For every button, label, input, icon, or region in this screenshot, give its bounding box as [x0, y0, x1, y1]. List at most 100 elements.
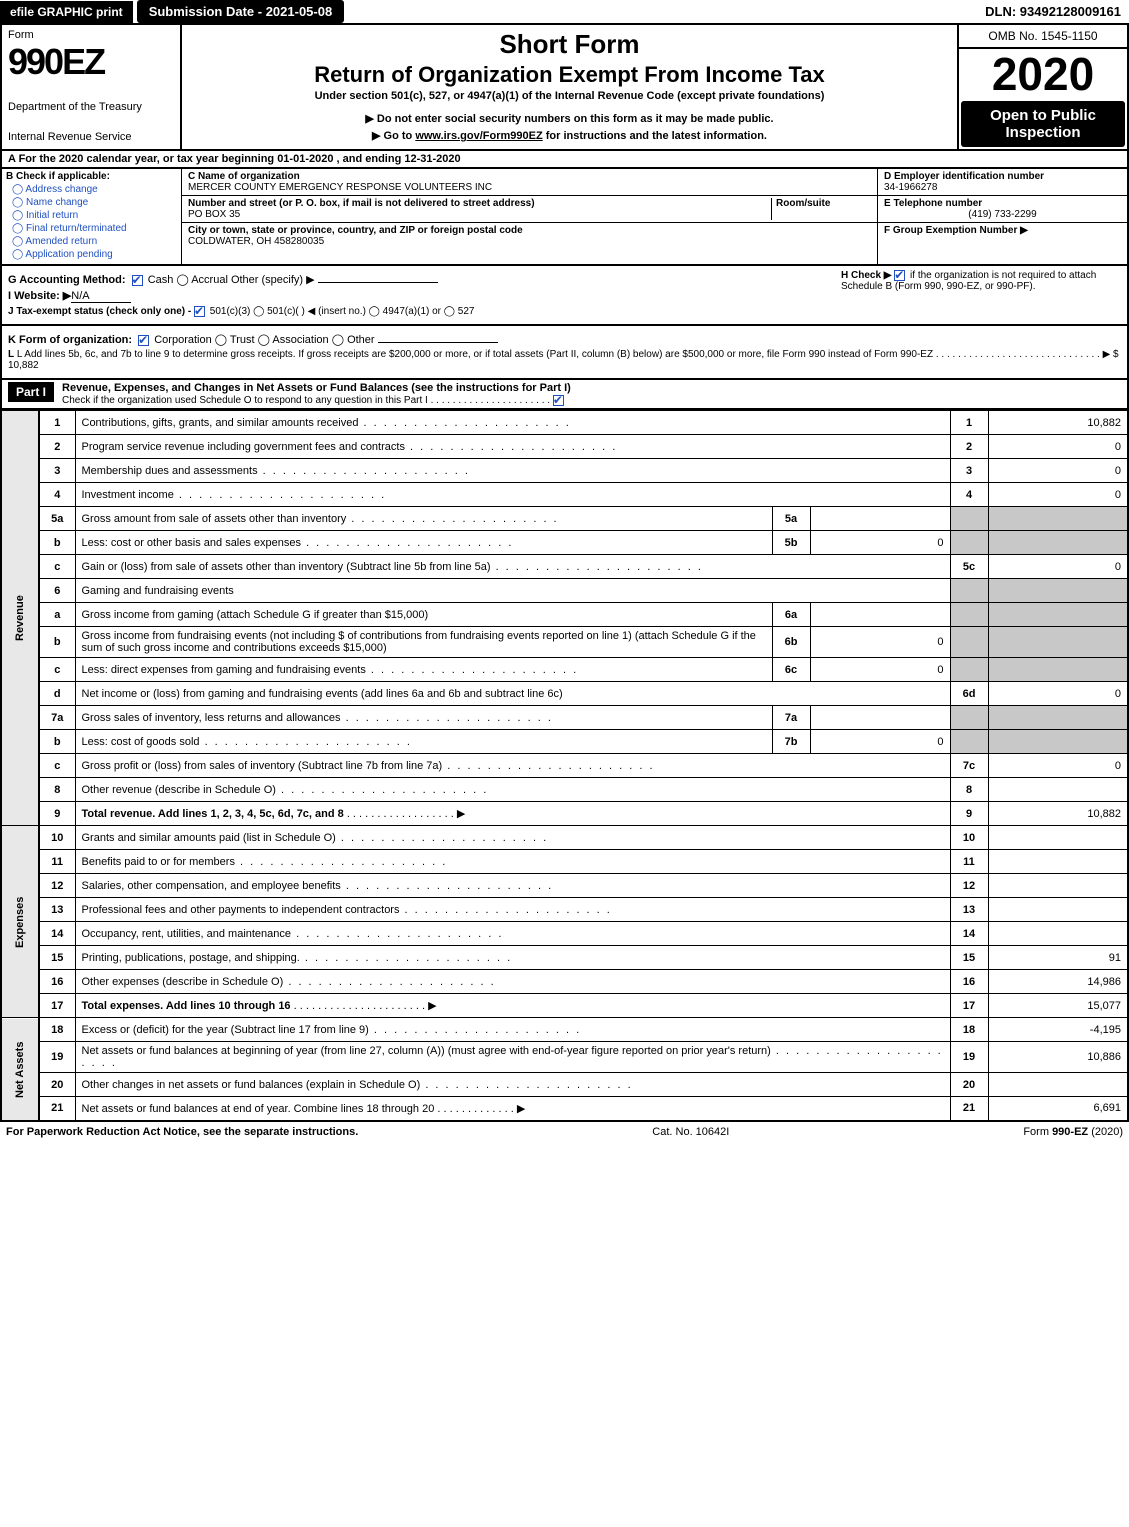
line-21: 21Net assets or fund balances at end of … [1, 1097, 1128, 1121]
form-header: Form 990EZ Department of the Treasury In… [0, 25, 1129, 151]
irs-link[interactable]: www.irs.gov/Form990EZ [415, 130, 542, 142]
website-val: N/A [71, 290, 131, 303]
link-pre: ▶ Go to [372, 130, 415, 142]
top-bar: efile GRAPHIC print Submission Date - 20… [0, 0, 1129, 25]
line-20: 20Other changes in net assets or fund ba… [1, 1073, 1128, 1097]
line-6d: dNet income or (loss) from gaming and fu… [1, 682, 1128, 706]
line-5b: bLess: cost or other basis and sales exp… [1, 531, 1128, 555]
h-check: H Check ▶ if the organization is not req… [841, 270, 1121, 292]
col-b: B Check if applicable: ◯ Address change … [2, 169, 182, 264]
org-city: COLDWATER, OH 458280035 [188, 236, 324, 247]
line-16: 16Other expenses (describe in Schedule O… [1, 970, 1128, 994]
efile-print-button[interactable]: efile GRAPHIC print [0, 1, 133, 23]
subtitle: Under section 501(c), 527, or 4947(a)(1)… [188, 90, 951, 102]
footer-cat: Cat. No. 10642I [652, 1126, 729, 1138]
line-1: Revenue 1Contributions, gifts, grants, a… [1, 411, 1128, 435]
line-5c: cGain or (loss) from sale of assets othe… [1, 555, 1128, 579]
side-revenue: Revenue [1, 411, 39, 826]
j-501c3-checkbox[interactable] [194, 306, 205, 317]
k-form-org: K Form of organization: Corporation ◯ Tr… [8, 333, 1121, 346]
chk-address-change[interactable]: ◯ Address change [12, 184, 177, 195]
line-9: 9Total revenue. Add lines 1, 2, 3, 4, 5c… [1, 802, 1128, 826]
chk-application-pending[interactable]: ◯ Application pending [12, 249, 177, 260]
section-kl: K Form of organization: Corporation ◯ Tr… [0, 326, 1129, 380]
k-corp-checkbox[interactable] [138, 335, 149, 346]
dln: DLN: 93492128009161 [977, 0, 1129, 23]
c-city-lbl: City or town, state or province, country… [188, 225, 523, 236]
ein: 34-1966278 [884, 182, 937, 193]
line-13: 13Professional fees and other payments t… [1, 898, 1128, 922]
c-addr-lbl: Number and street (or P. O. box, if mail… [188, 198, 535, 209]
line-2: 2Program service revenue including gover… [1, 435, 1128, 459]
section-bcdef: B Check if applicable: ◯ Address change … [0, 169, 1129, 266]
org-address: PO BOX 35 [188, 209, 240, 220]
line-19: 19Net assets or fund balances at beginni… [1, 1042, 1128, 1073]
line-15: 15Printing, publications, postage, and s… [1, 946, 1128, 970]
line-7a: 7aGross sales of inventory, less returns… [1, 706, 1128, 730]
main-title: Return of Organization Exempt From Incom… [188, 62, 951, 88]
chk-amended-return[interactable]: ◯ Amended return [12, 236, 177, 247]
g-cash-checkbox[interactable] [132, 275, 143, 286]
j-tax-status: J Tax-exempt status (check only one) - 5… [8, 306, 1121, 317]
line-14: 14Occupancy, rent, utilities, and mainte… [1, 922, 1128, 946]
line-4: 4Investment income40 [1, 483, 1128, 507]
chk-initial-return[interactable]: ◯ Initial return [12, 210, 177, 221]
short-form-title: Short Form [188, 29, 951, 60]
chk-final-return[interactable]: ◯ Final return/terminated [12, 223, 177, 234]
line-7c: cGross profit or (loss) from sales of in… [1, 754, 1128, 778]
line-6: 6Gaming and fundraising events [1, 579, 1128, 603]
line-17: 17Total expenses. Add lines 10 through 1… [1, 994, 1128, 1018]
side-expenses: Expenses [1, 826, 39, 1018]
line-12: 12Salaries, other compensation, and empl… [1, 874, 1128, 898]
row-a-tax-year: A For the 2020 calendar year, or tax yea… [0, 151, 1129, 169]
e-phone-lbl: E Telephone number [884, 198, 982, 209]
part1-header: Part I Revenue, Expenses, and Changes in… [0, 380, 1129, 410]
footer: For Paperwork Reduction Act Notice, see … [0, 1122, 1129, 1142]
line-10: Expenses 10Grants and similar amounts pa… [1, 826, 1128, 850]
col-c: C Name of organization MERCER COUNTY EME… [182, 169, 877, 264]
part1-title: Revenue, Expenses, and Changes in Net As… [62, 382, 571, 394]
header-left: Form 990EZ Department of the Treasury In… [2, 25, 182, 149]
form-number: 990EZ [8, 41, 174, 83]
dept-treasury: Department of the Treasury [8, 101, 174, 113]
tax-year: 2020 [959, 49, 1127, 99]
ssn-note: ▶ Do not enter social security numbers o… [188, 112, 951, 125]
h-checkbox[interactable] [894, 270, 905, 281]
b-label: B Check if applicable: [6, 171, 177, 182]
part1-check-line: Check if the organization used Schedule … [62, 395, 566, 406]
main-table: Revenue 1Contributions, gifts, grants, a… [0, 410, 1129, 1122]
section-ghijkl: H Check ▶ if the organization is not req… [0, 266, 1129, 326]
line-7b: bLess: cost of goods sold7b0 [1, 730, 1128, 754]
submission-date: Submission Date - 2021-05-08 [137, 0, 345, 23]
instructions-link-row: ▶ Go to www.irs.gov/Form990EZ for instru… [188, 129, 951, 142]
line-6b: bGross income from fundraising events (n… [1, 627, 1128, 658]
side-netassets: Net Assets [1, 1018, 39, 1121]
open-inspection: Open to Public Inspection [961, 101, 1125, 147]
form-label: Form [8, 29, 174, 41]
dept-irs: Internal Revenue Service [8, 131, 174, 143]
d-ein-lbl: D Employer identification number [884, 171, 1044, 182]
phone: (419) 733-2299 [884, 209, 1121, 220]
org-name: MERCER COUNTY EMERGENCY RESPONSE VOLUNTE… [188, 182, 492, 193]
l-gross-receipts: L L Add lines 5b, 6c, and 7b to line 9 t… [8, 349, 1121, 371]
part1-label: Part I [8, 382, 54, 402]
c-name-lbl: C Name of organization [188, 171, 300, 182]
line-6c: cLess: direct expenses from gaming and f… [1, 658, 1128, 682]
part1-scho-checkbox[interactable] [553, 395, 564, 406]
chk-name-change[interactable]: ◯ Name change [12, 197, 177, 208]
link-post: for instructions and the latest informat… [543, 130, 767, 142]
footer-left: For Paperwork Reduction Act Notice, see … [6, 1126, 358, 1138]
footer-right: Form 990-EZ (2020) [1023, 1126, 1123, 1138]
line-18: Net Assets 18Excess or (deficit) for the… [1, 1018, 1128, 1042]
line-6a: aGross income from gaming (attach Schedu… [1, 603, 1128, 627]
header-right: OMB No. 1545-1150 2020 Open to Public In… [957, 25, 1127, 149]
line-5a: 5aGross amount from sale of assets other… [1, 507, 1128, 531]
line-8: 8Other revenue (describe in Schedule O)8 [1, 778, 1128, 802]
room-lbl: Room/suite [776, 198, 830, 209]
omb-number: OMB No. 1545-1150 [959, 25, 1127, 49]
header-mid: Short Form Return of Organization Exempt… [182, 25, 957, 149]
col-def: D Employer identification number 34-1966… [877, 169, 1127, 264]
f-group-lbl: F Group Exemption Number ▶ [884, 225, 1028, 236]
line-3: 3Membership dues and assessments30 [1, 459, 1128, 483]
line-11: 11Benefits paid to or for members11 [1, 850, 1128, 874]
